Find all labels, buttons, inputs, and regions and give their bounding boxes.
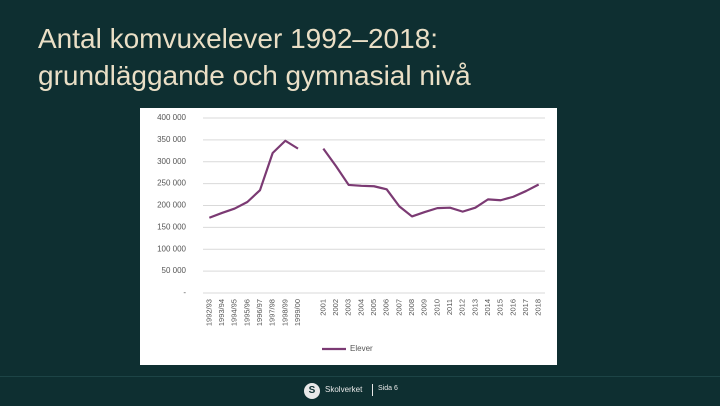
y-tick-label: - xyxy=(183,288,186,297)
x-tick-label: 2002 xyxy=(331,299,340,316)
chart-image: - 50 000 100 000 150 000 200 000 250 000 300 0… xyxy=(140,108,557,370)
x-tick-label: 2018 xyxy=(534,299,543,316)
x-tick-label: 2017 xyxy=(521,299,530,316)
y-tick-label: 200 000 xyxy=(157,201,186,210)
legend-label: Elever xyxy=(350,344,373,353)
y-tick-label: 150 000 xyxy=(157,222,186,231)
x-tick-label: 2016 xyxy=(508,299,517,316)
y-tick-label: 250 000 xyxy=(157,179,186,188)
page-number: Sida 6 xyxy=(378,385,398,392)
x-tick-label: 2007 xyxy=(394,299,403,316)
y-tick-label: 400 000 xyxy=(157,113,186,122)
separator xyxy=(372,384,373,396)
x-tick-label: 2009 xyxy=(420,299,429,316)
x-tick-label: 1998/99 xyxy=(280,299,289,326)
x-tick-label: 1992/93 xyxy=(204,299,213,326)
y-tick-label: 50 000 xyxy=(162,266,187,275)
y-tick-label: 350 000 xyxy=(157,135,186,144)
chart: - 50 000 100 000 150 000 200 000 250 000 300 0… xyxy=(140,108,557,365)
x-tick-label: 2001 xyxy=(318,299,327,316)
x-tick-label: 1995/96 xyxy=(242,299,251,326)
chart-background xyxy=(140,108,557,365)
x-tick-label: 1994/95 xyxy=(230,299,239,326)
x-tick-label: 1999/00 xyxy=(293,299,302,326)
organization: Skolverket xyxy=(325,385,363,394)
x-tick-label: 2003 xyxy=(344,299,353,316)
x-tick-label: 1996/97 xyxy=(255,299,264,326)
x-tick-label: 2015 xyxy=(496,299,505,316)
y-tick-label: 300 000 xyxy=(157,157,186,166)
x-tick-label: 2010 xyxy=(432,299,441,316)
series-line xyxy=(208,139,540,219)
x-tick-label: 2013 xyxy=(470,299,479,316)
slide-title: Antal komvuxelever 1992–2018: grundlägga… xyxy=(38,23,471,91)
x-tick-label: 2008 xyxy=(407,299,416,316)
y-tick-label: 100 000 xyxy=(157,244,186,253)
logo: S xyxy=(304,383,320,399)
x-tick-label: 1993/94 xyxy=(217,299,226,326)
x-tick-label: 2004 xyxy=(356,299,365,316)
x-tick-label: 2011 xyxy=(445,299,454,315)
x-tick-label: 2012 xyxy=(458,299,467,316)
x-tick-label: 1997/98 xyxy=(268,299,277,326)
x-tick-label: 2006 xyxy=(382,299,391,316)
footer: S Skolverket Sida 6 xyxy=(0,376,720,406)
x-tick-label: 2014 xyxy=(483,299,492,316)
x-tick-label: 2005 xyxy=(369,299,378,316)
